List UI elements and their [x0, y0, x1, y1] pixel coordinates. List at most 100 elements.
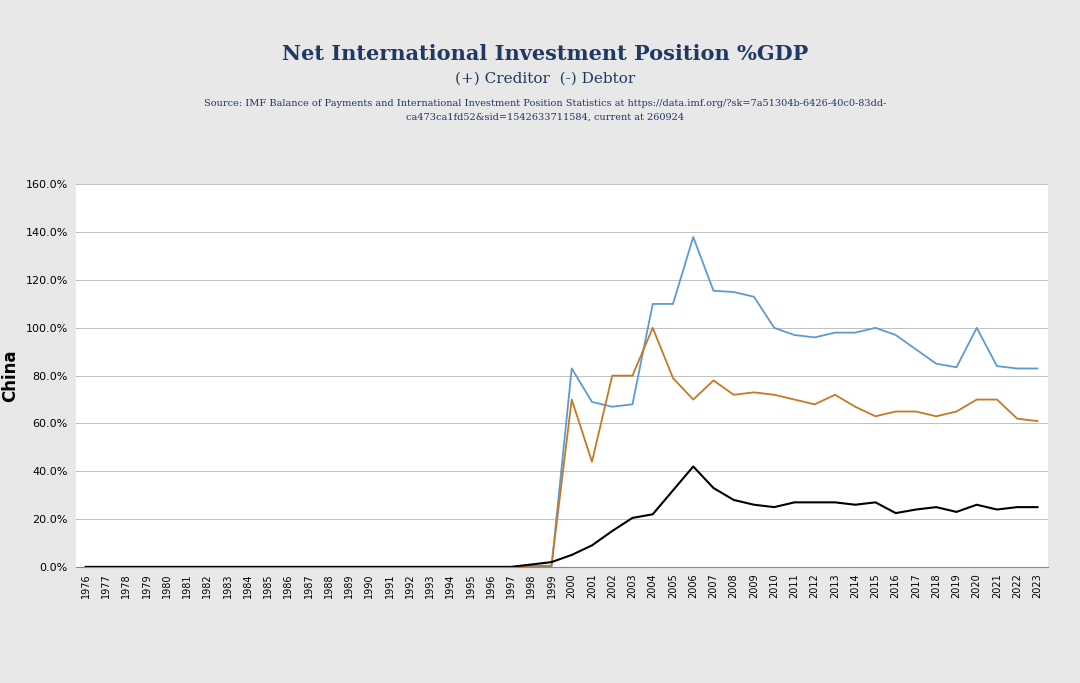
Liabilities, Total, US Dollars	[707, 376, 720, 385]
Text: Source: IMF Balance of Payments and International Investment Position Statistics: Source: IMF Balance of Payments and Inte…	[204, 99, 887, 108]
Assets, Total, US Dollars	[707, 287, 720, 295]
Assets, Total, US Dollars	[423, 563, 436, 571]
Net International Investment Position (With Fund Record), US Dollars	[565, 550, 578, 559]
Liabilities, Total, US Dollars	[140, 563, 153, 571]
Net International Investment Position (With Fund Record), US Dollars	[1031, 503, 1044, 511]
Assets, Total, US Dollars	[99, 563, 112, 571]
Assets, Total, US Dollars	[869, 324, 882, 332]
Line: Assets, Total, US Dollars: Assets, Total, US Dollars	[85, 237, 1038, 567]
Liabilities, Total, US Dollars	[261, 563, 274, 571]
Assets, Total, US Dollars	[464, 563, 477, 571]
Net International Investment Position (With Fund Record), US Dollars	[788, 498, 801, 506]
Liabilities, Total, US Dollars	[606, 372, 619, 380]
Liabilities, Total, US Dollars	[808, 400, 821, 408]
Liabilities, Total, US Dollars	[79, 563, 92, 571]
Liabilities, Total, US Dollars	[99, 563, 112, 571]
Liabilities, Total, US Dollars	[403, 563, 416, 571]
Line: Liabilities, Total, US Dollars: Liabilities, Total, US Dollars	[85, 328, 1038, 567]
Liabilities, Total, US Dollars	[120, 563, 133, 571]
Liabilities, Total, US Dollars	[1011, 415, 1024, 423]
Liabilities, Total, US Dollars	[666, 374, 679, 382]
Liabilities, Total, US Dollars	[990, 395, 1003, 404]
Assets, Total, US Dollars	[363, 563, 376, 571]
Liabilities, Total, US Dollars	[221, 563, 234, 571]
Liabilities, Total, US Dollars	[909, 407, 922, 415]
Liabilities, Total, US Dollars	[788, 395, 801, 404]
Liabilities, Total, US Dollars	[869, 412, 882, 420]
Liabilities, Total, US Dollars	[849, 402, 862, 410]
Net International Investment Position (With Fund Record), US Dollars	[889, 509, 902, 517]
Liabilities, Total, US Dollars	[889, 407, 902, 415]
Net International Investment Position (With Fund Record), US Dollars	[403, 563, 416, 571]
Assets, Total, US Dollars	[525, 563, 538, 571]
Net International Investment Position (With Fund Record), US Dollars	[869, 498, 882, 506]
Net International Investment Position (With Fund Record), US Dollars	[525, 560, 538, 568]
Liabilities, Total, US Dollars	[565, 395, 578, 404]
Assets, Total, US Dollars	[950, 363, 963, 372]
Net International Investment Position (With Fund Record), US Dollars	[180, 563, 193, 571]
Assets, Total, US Dollars	[545, 563, 558, 571]
Liabilities, Total, US Dollars	[160, 563, 173, 571]
Assets, Total, US Dollars	[930, 359, 943, 367]
Text: Net International Investment Position %GDP: Net International Investment Position %G…	[282, 44, 809, 64]
Assets, Total, US Dollars	[565, 364, 578, 372]
Net International Investment Position (With Fund Record), US Dollars	[828, 498, 841, 506]
Liabilities, Total, US Dollars	[363, 563, 376, 571]
Assets, Total, US Dollars	[342, 563, 355, 571]
Assets, Total, US Dollars	[828, 329, 841, 337]
Assets, Total, US Dollars	[626, 400, 639, 408]
Net International Investment Position (With Fund Record), US Dollars	[241, 563, 254, 571]
Net International Investment Position (With Fund Record), US Dollars	[990, 505, 1003, 514]
Net International Investment Position (With Fund Record), US Dollars	[221, 563, 234, 571]
Text: (+) Creditor  (-) Debtor: (+) Creditor (-) Debtor	[456, 72, 635, 85]
Liabilities, Total, US Dollars	[747, 388, 760, 396]
Liabilities, Total, US Dollars	[342, 563, 355, 571]
Assets, Total, US Dollars	[646, 300, 659, 308]
Assets, Total, US Dollars	[241, 563, 254, 571]
Net International Investment Position (With Fund Record), US Dollars	[727, 496, 740, 504]
Assets, Total, US Dollars	[383, 563, 396, 571]
Net International Investment Position (With Fund Record), US Dollars	[606, 527, 619, 535]
Assets, Total, US Dollars	[889, 331, 902, 339]
Assets, Total, US Dollars	[504, 563, 517, 571]
Net International Investment Position (With Fund Record), US Dollars	[444, 563, 457, 571]
Liabilities, Total, US Dollars	[302, 563, 315, 571]
Y-axis label: China: China	[1, 350, 18, 402]
Assets, Total, US Dollars	[788, 331, 801, 339]
Net International Investment Position (With Fund Record), US Dollars	[768, 503, 781, 511]
Assets, Total, US Dollars	[484, 563, 497, 571]
Net International Investment Position (With Fund Record), US Dollars	[484, 563, 497, 571]
Liabilities, Total, US Dollars	[970, 395, 983, 404]
Net International Investment Position (With Fund Record), US Dollars	[930, 503, 943, 511]
Net International Investment Position (With Fund Record), US Dollars	[1011, 503, 1024, 511]
Liabilities, Total, US Dollars	[585, 458, 598, 466]
Line: Net International Investment Position (With Fund Record), US Dollars: Net International Investment Position (W…	[85, 466, 1038, 567]
Net International Investment Position (With Fund Record), US Dollars	[626, 514, 639, 522]
Liabilities, Total, US Dollars	[545, 561, 558, 570]
Net International Investment Position (With Fund Record), US Dollars	[646, 510, 659, 518]
Assets, Total, US Dollars	[849, 329, 862, 337]
Assets, Total, US Dollars	[1011, 364, 1024, 372]
Liabilities, Total, US Dollars	[383, 563, 396, 571]
Net International Investment Position (With Fund Record), US Dollars	[504, 563, 517, 571]
Liabilities, Total, US Dollars	[504, 563, 517, 571]
Assets, Total, US Dollars	[585, 398, 598, 406]
Liabilities, Total, US Dollars	[423, 563, 436, 571]
Liabilities, Total, US Dollars	[687, 395, 700, 404]
Liabilities, Total, US Dollars	[646, 324, 659, 332]
Assets, Total, US Dollars	[1031, 364, 1044, 372]
Assets, Total, US Dollars	[727, 288, 740, 296]
Net International Investment Position (With Fund Record), US Dollars	[79, 563, 92, 571]
Liabilities, Total, US Dollars	[768, 391, 781, 399]
Net International Investment Position (With Fund Record), US Dollars	[849, 501, 862, 509]
Assets, Total, US Dollars	[302, 563, 315, 571]
Net International Investment Position (With Fund Record), US Dollars	[140, 563, 153, 571]
Net International Investment Position (With Fund Record), US Dollars	[120, 563, 133, 571]
Assets, Total, US Dollars	[180, 563, 193, 571]
Net International Investment Position (With Fund Record), US Dollars	[808, 498, 821, 506]
Assets, Total, US Dollars	[666, 300, 679, 308]
Liabilities, Total, US Dollars	[484, 563, 497, 571]
Liabilities, Total, US Dollars	[525, 561, 538, 570]
Net International Investment Position (With Fund Record), US Dollars	[160, 563, 173, 571]
Assets, Total, US Dollars	[140, 563, 153, 571]
